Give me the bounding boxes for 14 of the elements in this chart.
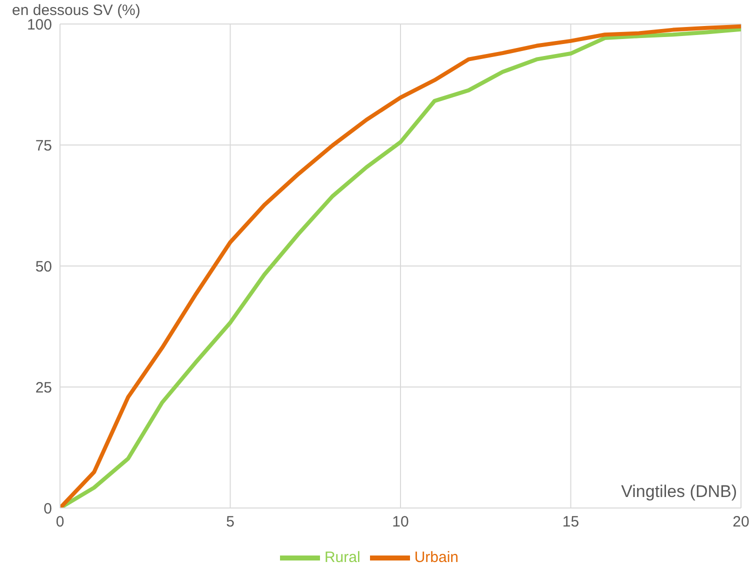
y-tick-label: 100	[26, 16, 52, 34]
y-tick-label: 25	[35, 379, 52, 396]
y-axis-title: en dessous SV (%)	[12, 2, 140, 19]
y-tick-label: 0	[44, 500, 52, 518]
x-tick-label: 20	[732, 514, 750, 531]
y-tick-label: 50	[35, 258, 52, 276]
x-tick-label: 5	[226, 514, 234, 531]
legend-label: Rural	[324, 548, 360, 566]
x-tick-label: 15	[562, 514, 580, 531]
x-tick-label: 0	[56, 514, 64, 531]
legend-label: Urbain	[414, 548, 459, 566]
y-tick-label: 75	[35, 137, 52, 154]
x-tick-label: 10	[392, 514, 409, 531]
x-axis-title: Vingtiles (DNB)	[621, 482, 737, 502]
